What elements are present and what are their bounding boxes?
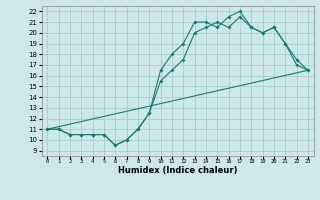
X-axis label: Humidex (Indice chaleur): Humidex (Indice chaleur) — [118, 166, 237, 175]
